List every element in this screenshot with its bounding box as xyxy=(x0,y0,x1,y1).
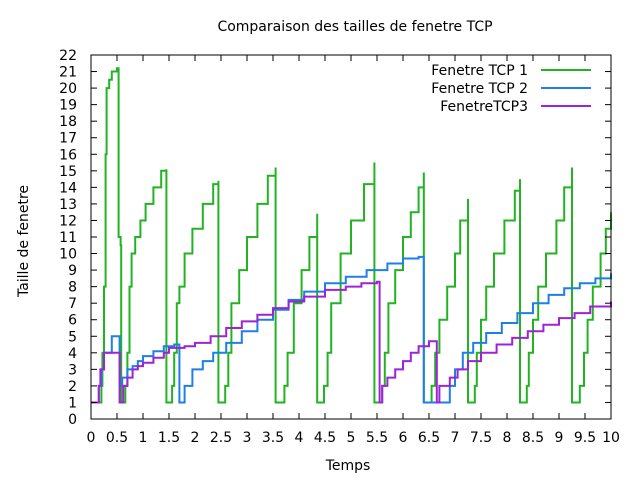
x-tick-label: 3 xyxy=(243,430,252,446)
x-tick-label: 1.5 xyxy=(158,430,180,446)
y-tick-label: 5 xyxy=(68,329,77,345)
y-tick-label: 22 xyxy=(59,48,77,64)
x-tick-label: 2.5 xyxy=(210,430,232,446)
x-tick-label: 4 xyxy=(295,430,304,446)
y-tick-label: 19 xyxy=(59,98,77,114)
plot-frame xyxy=(90,54,612,420)
x-tick-label: 9 xyxy=(555,430,564,446)
x-tick-label: 1 xyxy=(139,430,148,446)
legend: Fenetre TCP 1 Fenetre TCP 2 FenetreTCP3 xyxy=(431,63,591,115)
y-tick-label: 17 xyxy=(59,131,77,147)
y-tick-label: 9 xyxy=(68,263,77,279)
x-tick-label: 4.5 xyxy=(314,430,336,446)
y-tick-label: 13 xyxy=(59,197,77,213)
x-tick-label: 8 xyxy=(503,430,512,446)
y-tick-label: 4 xyxy=(68,346,77,362)
y-tick-label: 20 xyxy=(59,81,77,97)
x-tick-label: 0.5 xyxy=(106,430,128,446)
x-tick-label: 6.5 xyxy=(418,430,440,446)
series-line-3 xyxy=(91,280,612,404)
x-tick-label: 10 xyxy=(602,430,620,446)
y-tick-label: 16 xyxy=(59,147,77,163)
x-tick-label: 7.5 xyxy=(470,430,492,446)
y-tick-label: 0 xyxy=(68,412,77,428)
y-axis-label: Taille de fenetre xyxy=(16,185,32,298)
x-tick-label: 5.5 xyxy=(366,430,388,446)
legend-label: FenetreTCP3 xyxy=(440,99,528,115)
legend-label: Fenetre TCP 1 xyxy=(431,63,528,79)
series-layer xyxy=(91,67,612,404)
y-tick-label: 1 xyxy=(68,395,77,411)
y-tick-label: 18 xyxy=(59,114,77,130)
y-tick-label: 14 xyxy=(59,180,77,196)
chart-title: Comparaison des tailles de fenetre TCP xyxy=(217,19,492,35)
x-tick-label: 8.5 xyxy=(522,430,544,446)
legend-label: Fenetre TCP 2 xyxy=(431,81,528,97)
x-axis-label: Temps xyxy=(325,458,371,474)
y-tick-label: 3 xyxy=(68,362,77,378)
y-tick-label: 15 xyxy=(59,164,77,180)
x-tick-label: 2 xyxy=(191,430,200,446)
y-tick-label: 11 xyxy=(59,230,77,246)
y-tick-label: 12 xyxy=(59,213,77,229)
x-tick-label: 6 xyxy=(399,430,408,446)
y-tick-label: 10 xyxy=(59,247,77,263)
y-tick-label: 8 xyxy=(68,280,77,296)
x-tick-label: 5 xyxy=(347,430,356,446)
y-tick-label: 2 xyxy=(68,379,77,395)
y-tick-label: 21 xyxy=(59,65,77,81)
x-tick-label: 7 xyxy=(451,430,460,446)
x-tick-label: 0 xyxy=(87,430,96,446)
series-line-1 xyxy=(99,67,612,404)
y-tick-label: 6 xyxy=(68,313,77,329)
x-tick-label: 3.5 xyxy=(262,430,284,446)
x-tick-label: 9.5 xyxy=(574,430,596,446)
y-tick-label: 7 xyxy=(68,296,77,312)
